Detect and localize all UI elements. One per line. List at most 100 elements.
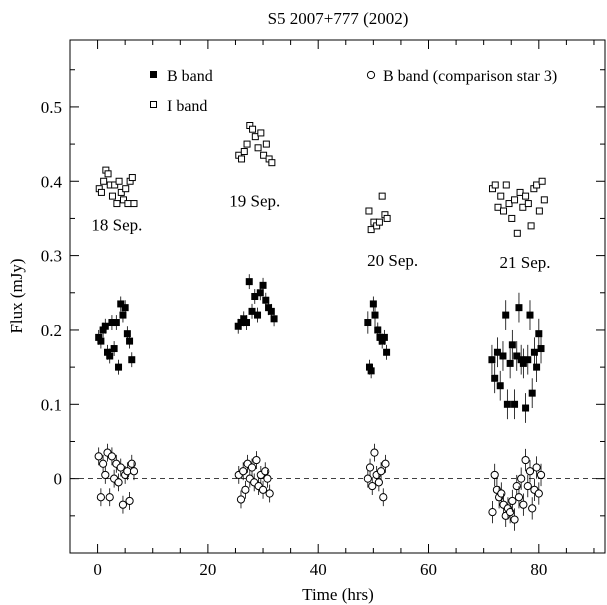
data-point <box>118 500 128 509</box>
y-tick-label: 0.1 <box>41 395 62 414</box>
legend-label-comparison-star: B band (comparison star 3) <box>383 68 557 85</box>
x-tick-label: 80 <box>530 560 547 579</box>
data-point <box>499 352 507 360</box>
data-point <box>378 337 386 345</box>
data-point <box>511 196 519 204</box>
data-point <box>524 356 532 364</box>
data-point <box>514 493 524 502</box>
data-point <box>94 452 103 461</box>
data-point <box>519 500 528 509</box>
data-point <box>513 352 521 360</box>
data-point <box>517 474 526 483</box>
data-point <box>508 496 517 506</box>
data-point <box>521 455 530 465</box>
data-point <box>108 319 116 327</box>
data-point <box>270 315 278 323</box>
data-point <box>516 188 524 196</box>
data-point <box>519 359 527 367</box>
data-point <box>105 493 114 502</box>
data-point <box>376 333 384 341</box>
series-open-circle <box>94 443 546 531</box>
data-point <box>97 337 105 345</box>
data-point <box>528 504 537 513</box>
data-point <box>497 489 506 498</box>
data-point <box>257 129 265 137</box>
data-point <box>383 348 391 356</box>
data-point <box>117 188 125 196</box>
data-point <box>101 470 110 480</box>
data-point <box>261 467 270 476</box>
data-point <box>517 356 525 364</box>
data-point <box>125 496 134 506</box>
data-point <box>249 125 257 133</box>
data-point <box>540 196 548 204</box>
data-point <box>510 515 519 524</box>
data-point <box>128 356 136 364</box>
data-point <box>248 307 256 315</box>
data-point <box>375 218 383 226</box>
data-point <box>365 463 375 472</box>
data-point <box>121 304 129 312</box>
data-point <box>533 181 541 189</box>
data-point <box>535 330 543 338</box>
data-point <box>491 181 499 189</box>
data-point <box>95 333 103 341</box>
data-point <box>241 485 250 494</box>
data-point <box>268 159 276 167</box>
data-point <box>534 489 543 498</box>
data-point <box>107 452 117 461</box>
data-point <box>263 474 272 483</box>
data-point <box>524 200 532 208</box>
x-tick-label: 40 <box>310 560 327 579</box>
data-point <box>100 177 108 185</box>
data-point <box>236 495 246 504</box>
data-point <box>104 348 112 356</box>
data-point <box>369 300 377 308</box>
data-point <box>122 185 130 193</box>
data-point <box>526 311 534 319</box>
data-point <box>378 192 386 200</box>
y-tick-label: 0.5 <box>41 98 62 117</box>
data-point <box>254 144 262 152</box>
y-tick-labels: 0 0.1 0.2 0.3 0.4 0.5 <box>41 98 63 489</box>
data-point <box>110 345 118 353</box>
data-point <box>374 326 382 334</box>
data-point <box>374 478 383 487</box>
y-tick-label: 0.4 <box>41 172 63 191</box>
data-point <box>506 359 514 367</box>
legend-marker-comparison-star <box>366 70 376 80</box>
y-tick-label: 0 <box>54 470 63 489</box>
data-point <box>379 493 388 502</box>
data-point <box>513 229 521 237</box>
data-point <box>127 459 136 468</box>
data-point <box>506 508 515 517</box>
data-point <box>488 508 497 517</box>
data-point <box>365 363 373 371</box>
data-point <box>496 382 504 390</box>
x-tick-label: 0 <box>93 560 102 579</box>
data-point <box>527 222 535 230</box>
data-point <box>242 319 250 327</box>
data-point <box>251 133 259 141</box>
x-tick-label: 20 <box>199 560 216 579</box>
data-point <box>259 281 267 289</box>
data-point <box>493 348 501 356</box>
data-point <box>97 188 105 196</box>
data-point <box>240 315 248 323</box>
data-point <box>500 207 508 215</box>
data-point <box>535 207 543 215</box>
data-point <box>367 367 375 375</box>
data-point <box>113 200 121 208</box>
data-point <box>252 455 261 465</box>
y-axis-label: Flux (mJy) <box>7 258 26 333</box>
data-point <box>115 177 123 185</box>
legend-marker-i-band <box>150 101 157 108</box>
data-point <box>519 203 527 211</box>
data-point <box>381 459 390 468</box>
data-point <box>126 337 134 345</box>
data-point <box>522 192 530 200</box>
legend-label-b-band: B band <box>167 68 213 85</box>
data-point <box>528 389 536 397</box>
data-point <box>234 322 242 330</box>
data-point <box>502 181 510 189</box>
